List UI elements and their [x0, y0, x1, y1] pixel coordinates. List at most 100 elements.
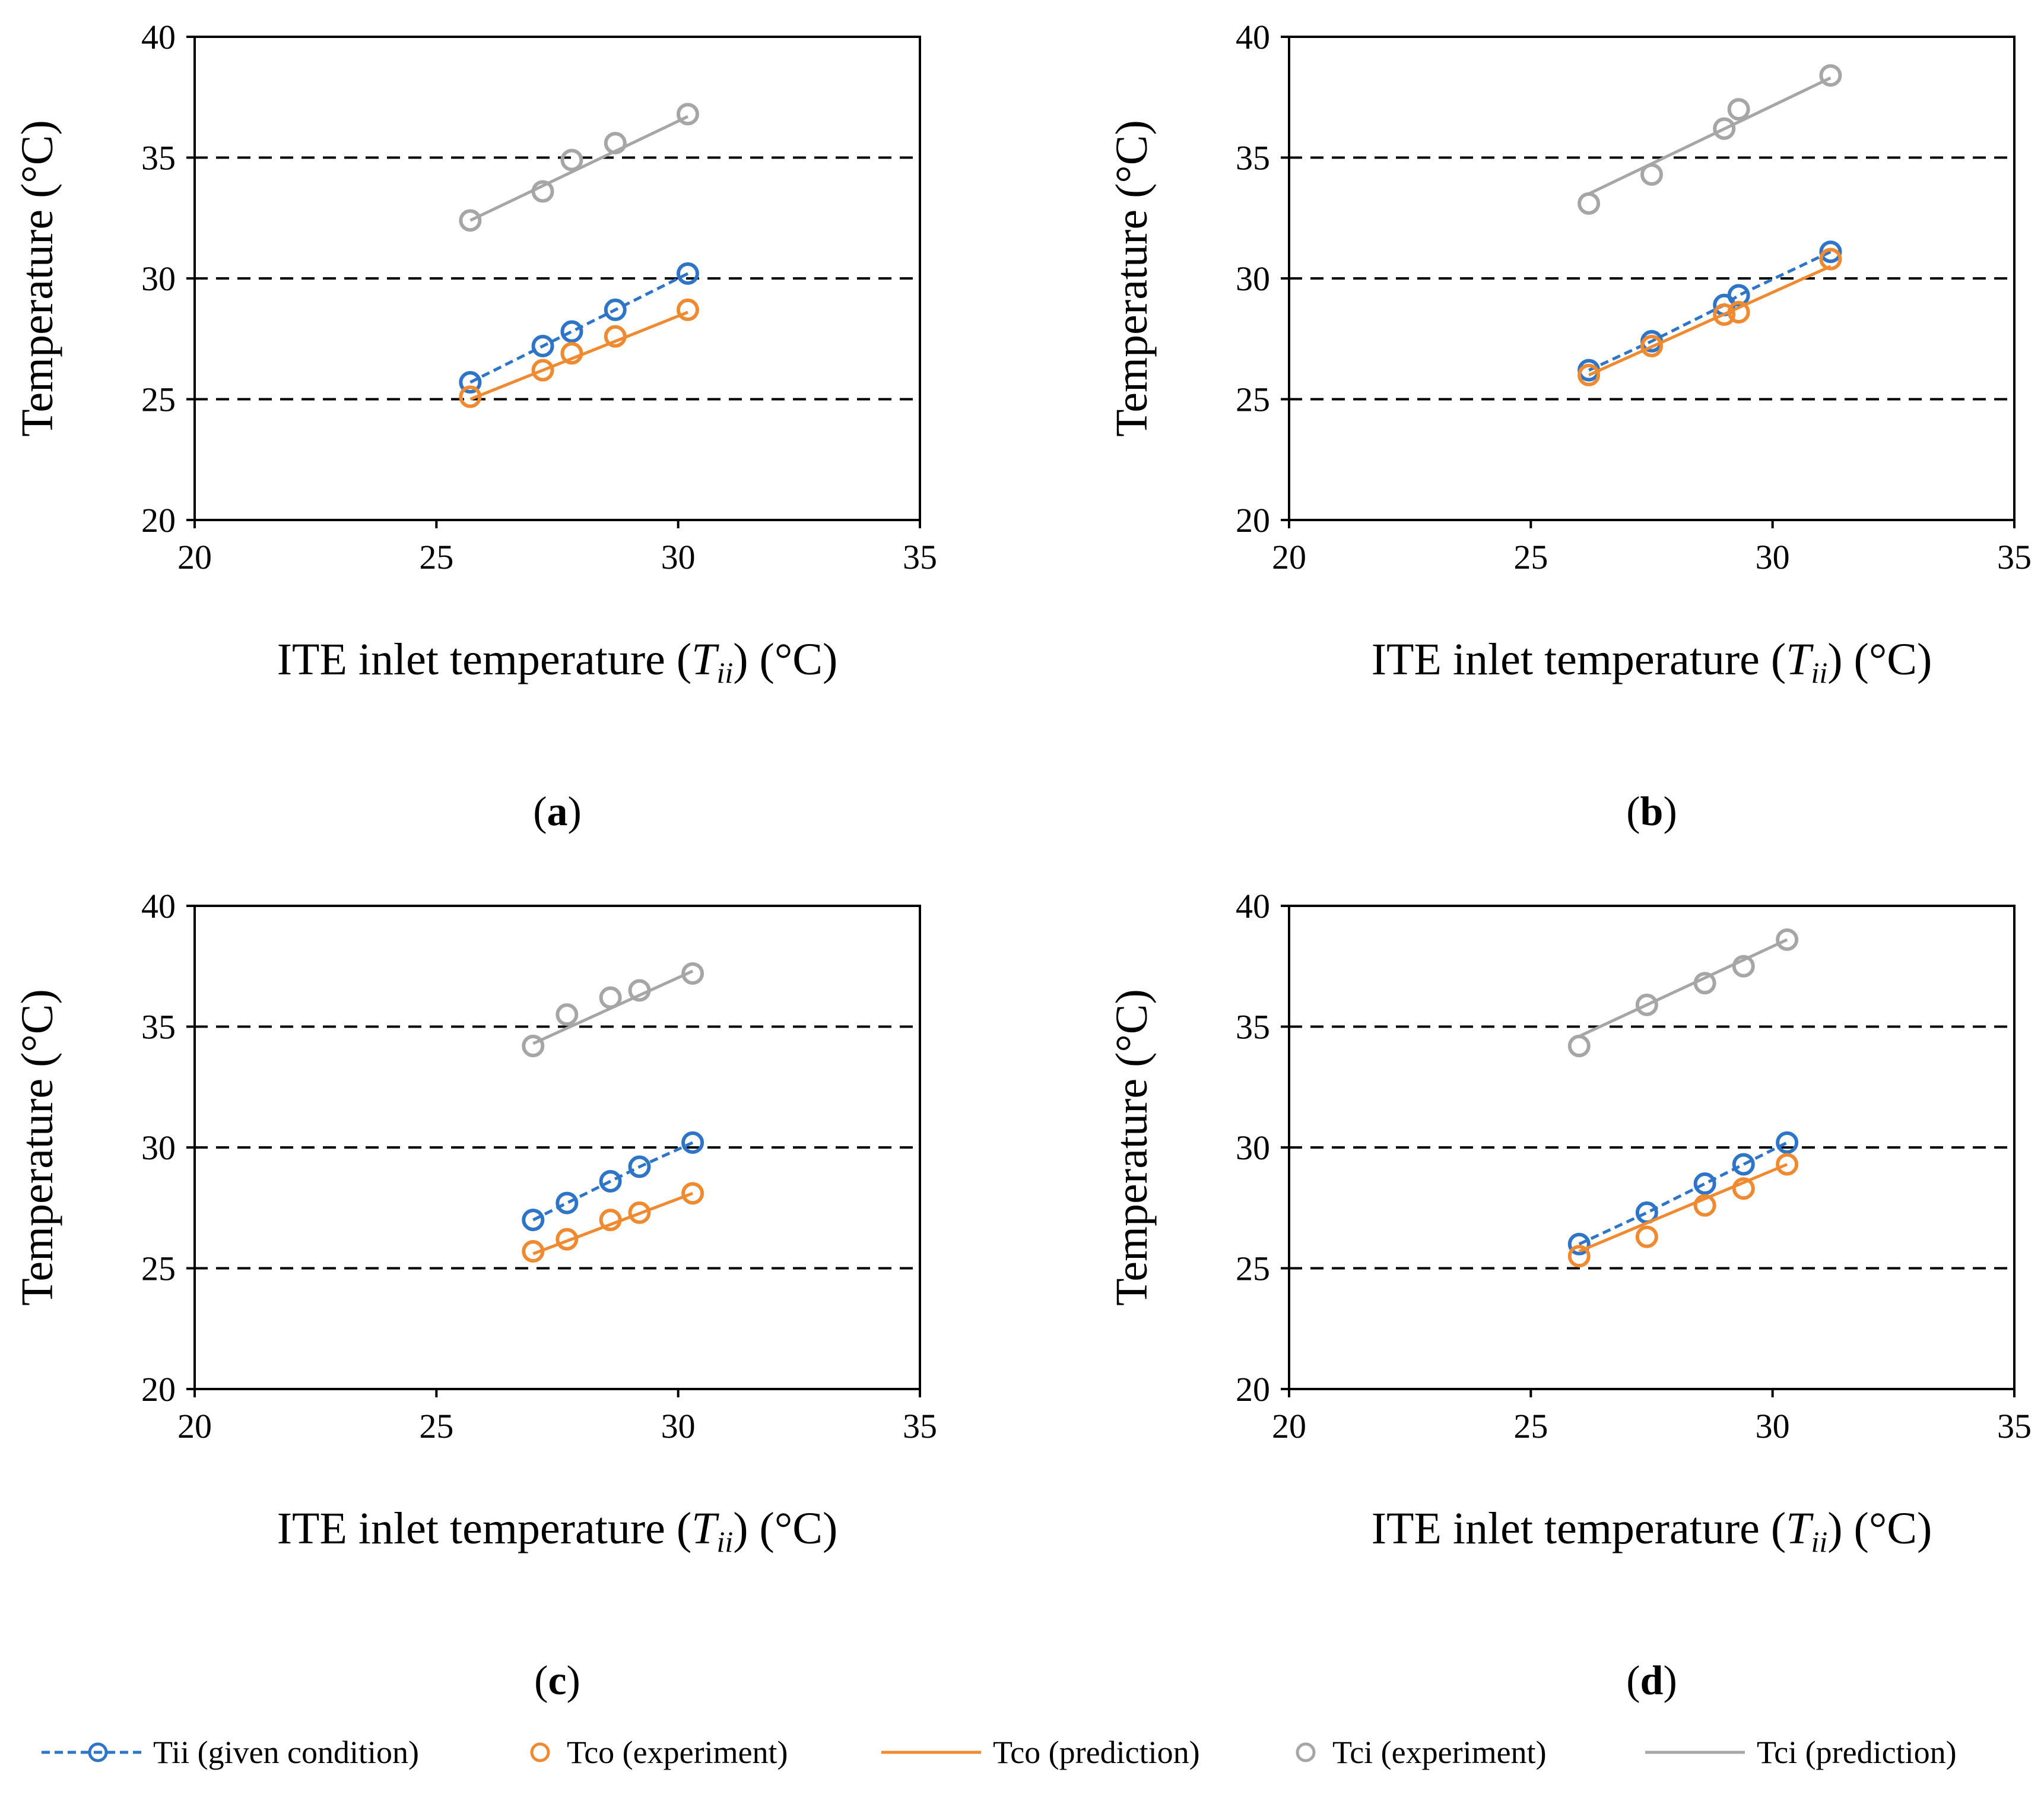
panel-b-tci-exp-point [1713, 117, 1736, 140]
panel-b-y-tick-label: 25 [1236, 381, 1270, 419]
panel-d-x-tick-label: 35 [1997, 1407, 2032, 1445]
chart-panels: 20 25 30 35 20 25 30 35 40 Temperature (°C) ITE in… [12, 18, 2032, 1704]
panel-c-tii-point [522, 1209, 545, 1232]
panel-a-tco-exp-point [676, 298, 699, 321]
panel-a-y-tick-label: 40 [141, 18, 176, 56]
panel-a-y-axis-label: Temperature (°C) [12, 120, 62, 437]
panel-a-y-tick-label: 25 [141, 381, 176, 419]
panel-c-tco-pred-series-line [532, 1191, 693, 1255]
panel-b-y-tick-label: 20 [1236, 501, 1270, 540]
legend-tco-pred-label: Tco (prediction) [993, 1735, 1200, 1770]
panel-a-y-tick-label: 20 [141, 501, 176, 540]
panel-d-y-tick-label: 30 [1236, 1128, 1270, 1167]
panel-d-tii-point [1567, 1232, 1591, 1255]
panel-d-tii-point [1776, 1131, 1799, 1154]
panel-c-y-tick-label: 40 [141, 887, 176, 925]
panel-a-tii-series-line [469, 272, 689, 384]
panel-c-tii-point [556, 1191, 579, 1215]
panel-c-x-tick-label: 35 [903, 1407, 937, 1445]
panel-c-x-tick-label: 25 [419, 1407, 453, 1445]
panel-a-tii-point [560, 320, 583, 343]
panel-a-x-tick-label: 20 [177, 538, 212, 576]
panel-d-tci-exp-point [1635, 993, 1658, 1016]
panel-c-tci-exp-point [681, 962, 704, 985]
legend-tci-exp-label: Tci (experiment) [1332, 1735, 1547, 1770]
panel-b-tii-series-line [1588, 250, 1832, 372]
panel-b-y-axis-label: Temperature (°C) [1107, 120, 1157, 437]
panel-c-x-axis-label: ITE inlet temperature (Tii) (°C) [277, 1504, 838, 1558]
panel-a-tii-point [531, 334, 554, 357]
panel-b-tco-pred-series-line [1588, 265, 1832, 377]
panel-b-tci-exp-point [1727, 98, 1750, 121]
legend-tci-pred-label: Tci (prediction) [1757, 1735, 1957, 1770]
panel-d-y-tick-label: 40 [1236, 887, 1270, 925]
panel-b-x-tick-label: 30 [1756, 538, 1790, 576]
panel-d-tci-pred-series-line [1578, 938, 1788, 1038]
panel-c-y-tick-label: 35 [141, 1008, 176, 1047]
panel-c-tii-point [599, 1169, 622, 1193]
panel-c-tci-pred-series-line [532, 969, 694, 1045]
panel-d-tci-exp-point [1732, 955, 1755, 978]
panel-c-tii-point [681, 1131, 704, 1154]
panel-a-tii-point [604, 298, 627, 321]
panel-c-y-axis-label: Temperature (°C) [12, 989, 62, 1306]
panel-b-tii-point [1727, 284, 1750, 307]
panel-c-tci-exp-point [556, 1003, 579, 1026]
panel-b-y-tick-label: 40 [1236, 18, 1270, 56]
panel-b-tii-point [1819, 240, 1842, 264]
panel-a-tci-exp-point [560, 148, 583, 172]
panel-c-y-tick-label: 20 [141, 1370, 176, 1409]
panel-a-x-tick-label: 25 [419, 538, 453, 576]
panel-a-x-axis-label: ITE inlet temperature (Tii) (°C) [277, 635, 838, 689]
panel-b-y-tick-label: 30 [1236, 259, 1270, 298]
panel-d-x-axis-label: ITE inlet temperature (Tii) (°C) [1372, 1504, 1932, 1558]
panel-a-x-tick-label: 35 [903, 538, 937, 576]
panel-b-tco-exp-point [1578, 363, 1601, 386]
panel-b-tci-pred-series-line [1588, 76, 1832, 195]
panel-a-tii-point [676, 262, 699, 285]
panel-b-x-tick-label: 35 [1997, 538, 2032, 576]
panel-c-tii-point [628, 1155, 651, 1178]
panel-b-tco-exp-point [1819, 248, 1842, 271]
panel-d-y-tick-label: 35 [1236, 1008, 1270, 1047]
panel-a-y-tick-label: 35 [141, 139, 176, 177]
panel-b-tci-exp-point [1578, 192, 1601, 215]
panel-c-tco-exp-point [556, 1228, 579, 1251]
panel-d-y-tick-label: 25 [1236, 1250, 1270, 1288]
panel-b-tco-exp-point [1640, 334, 1663, 357]
panel-d-tco-pred-series-line [1578, 1163, 1788, 1253]
panel-d: 20 25 30 35 20 25 30 35 40 Temperature (°C) ITE in… [1107, 887, 2032, 1704]
legend-tii-label: Tii (given condition) [153, 1735, 419, 1770]
panel-d-tco-exp-point [1732, 1177, 1755, 1200]
panel-c-y-tick-label: 25 [141, 1250, 176, 1288]
panel-d-x-tick-label: 30 [1756, 1407, 1790, 1445]
panel-b-tco-exp-point [1713, 303, 1736, 326]
panel-b-panel-label: (b) [1626, 789, 1677, 835]
panel-a-panel-label: (a) [533, 789, 582, 835]
panel-d-tco-exp-point [1693, 1194, 1716, 1217]
panel-d-tii-series-line [1578, 1141, 1788, 1246]
legend: Tii (given condition) Tco (experiment) T… [42, 1735, 1957, 1770]
panel-c-y-tick-label: 30 [141, 1128, 176, 1167]
panel-d-panel-label: (d) [1626, 1658, 1677, 1704]
panel-d-tco-exp-point [1567, 1245, 1591, 1268]
panel-c-x-tick-label: 20 [177, 1407, 212, 1445]
panel-d-x-tick-label: 20 [1272, 1407, 1306, 1445]
panel-b: 20 25 30 35 20 25 30 35 40 Temperature (°C) ITE in… [1107, 18, 2032, 835]
legend-tii-marker-icon [88, 1742, 108, 1762]
panel-d-tco-exp-point [1635, 1225, 1658, 1248]
panel-a-tco-exp-point [531, 359, 554, 382]
panel-d-tci-exp-point [1776, 928, 1799, 951]
legend-tco-exp-label: Tco (experiment) [567, 1735, 788, 1770]
panel-d-x-tick-label: 25 [1513, 1407, 1548, 1445]
panel-b-y-tick-label: 35 [1236, 139, 1270, 177]
panel-d-tco-exp-point [1776, 1153, 1799, 1176]
panel-c-tco-exp-point [681, 1182, 704, 1205]
panel-a-tco-pred-series-line [469, 310, 688, 401]
panel-a-tci-pred-series-line [469, 115, 689, 222]
legend-tco-exp-marker-icon [530, 1742, 550, 1762]
panel-b-x-tick-label: 25 [1513, 538, 1548, 576]
panel-a-tci-exp-point [459, 209, 482, 232]
panel-b-x-tick-label: 20 [1272, 538, 1306, 576]
